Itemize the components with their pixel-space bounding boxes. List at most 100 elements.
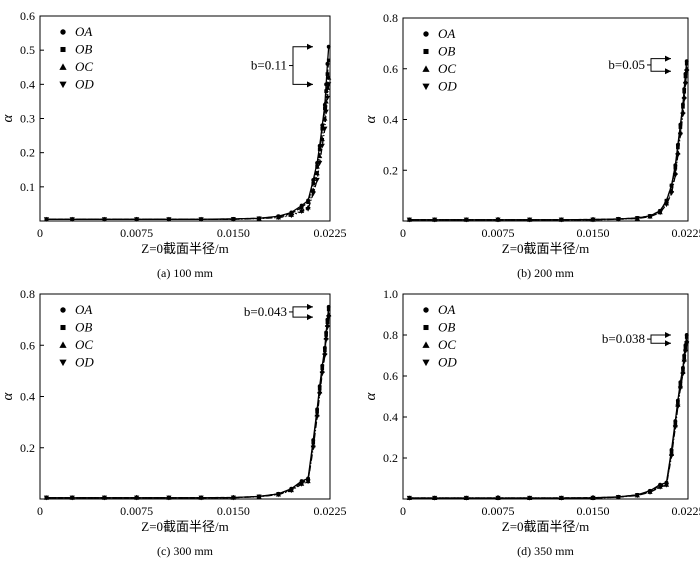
legend-marker-OD xyxy=(59,359,67,367)
data-point-OD xyxy=(558,495,564,501)
data-point-OD xyxy=(681,97,687,102)
data-point-OD xyxy=(463,495,469,501)
annotation-arrowhead xyxy=(665,340,671,347)
series-OD xyxy=(406,69,690,223)
data-point-OC xyxy=(326,74,332,80)
annotation-arrowhead xyxy=(307,303,313,310)
legend-marker-OD xyxy=(422,83,430,91)
y-tick-label: 0.2 xyxy=(383,163,398,177)
data-point-OD xyxy=(256,494,262,500)
data-point-OB xyxy=(684,61,689,66)
legend-label-OA: OA xyxy=(75,24,92,39)
data-point-OB xyxy=(320,126,325,131)
series-line-OD xyxy=(409,343,688,499)
x-tick-label: 0.0075 xyxy=(120,504,153,518)
series-OD xyxy=(406,341,690,501)
data-point-OD xyxy=(677,132,683,138)
annotation-text: b=0.05 xyxy=(608,57,645,72)
data-point-OD xyxy=(527,217,533,223)
data-point-OD xyxy=(256,216,262,222)
data-point-OD xyxy=(324,325,331,330)
annotation-arrowhead xyxy=(665,68,671,75)
y-tick-label: 0.8 xyxy=(20,287,35,301)
legend-marker-OD xyxy=(59,81,67,89)
data-point-OD xyxy=(680,112,686,118)
annotation-b: b=0.11 xyxy=(251,43,313,88)
legend-marker-OB xyxy=(60,324,66,331)
series-line-OB xyxy=(46,60,330,220)
data-point-OB xyxy=(311,181,316,186)
legend-marker-OA xyxy=(423,31,429,37)
legend-label-OC: OC xyxy=(438,337,456,352)
data-point-OD xyxy=(406,495,412,501)
y-tick-label: 0.4 xyxy=(20,390,35,404)
data-point-OB xyxy=(673,165,678,170)
data-point-OD xyxy=(323,109,329,115)
data-point-OD xyxy=(305,479,311,485)
x-tick-label: 0.0225 xyxy=(314,504,347,518)
data-point-OD xyxy=(288,488,294,494)
x-axis-label: Z=0截面半径/m xyxy=(502,519,590,534)
panel-caption: (a) 100 mm xyxy=(157,266,214,280)
legend-marker-OC xyxy=(422,341,430,348)
data-point-OD xyxy=(166,217,172,222)
legend-label-OA: OA xyxy=(438,302,455,317)
annotation-text: b=0.038 xyxy=(602,331,645,346)
legend-label-OB: OB xyxy=(75,320,92,335)
annotation-arrowhead xyxy=(307,314,313,321)
x-tick-label: 0.0150 xyxy=(577,226,610,240)
x-tick-label: 0.0150 xyxy=(217,504,250,518)
legend-marker-OA xyxy=(60,307,66,313)
data-point-OB xyxy=(676,145,680,150)
y-tick-label: 0.8 xyxy=(383,328,398,342)
series-line-OD xyxy=(46,84,330,220)
legend-label-OA: OA xyxy=(438,26,455,41)
data-point-OD xyxy=(657,210,663,216)
data-point-OC xyxy=(310,187,316,193)
y-tick-label: 0.6 xyxy=(20,338,35,352)
y-tick-label: 0.6 xyxy=(20,9,35,23)
data-point-OB xyxy=(323,106,327,111)
data-point-OD xyxy=(69,495,75,501)
legend: OA OB OC OD xyxy=(59,302,94,370)
annotation-arrowhead xyxy=(307,81,313,88)
data-point-OD xyxy=(134,495,140,501)
legend-label-OC: OC xyxy=(438,61,456,76)
legend-label-OA: OA xyxy=(75,302,92,317)
chart-panel-2: 0.2 0.4 0.6 0.8 0 0.0075 0.0150 0.0225 Z=0截面半径/m… xyxy=(363,11,700,280)
y-axis-label: α xyxy=(363,114,379,123)
data-point-OD xyxy=(322,126,328,132)
x-tick-label: 0 xyxy=(37,226,43,240)
data-point-OD xyxy=(684,341,690,346)
data-point-OD xyxy=(319,143,325,149)
legend-marker-OB xyxy=(60,46,66,53)
data-point-OD xyxy=(682,349,689,354)
series-OD xyxy=(43,82,332,222)
annotation-arrowhead xyxy=(307,43,313,50)
legend: OA OB OC OD xyxy=(422,26,457,94)
panel-caption: (d) 350 mm xyxy=(517,544,574,558)
y-tick-label: 0.3 xyxy=(20,112,35,126)
data-point-OD xyxy=(590,495,596,501)
legend-label-OB: OB xyxy=(75,42,92,57)
data-point-OD xyxy=(317,160,323,166)
annotation-arrowhead xyxy=(665,55,671,62)
data-point-OD xyxy=(663,482,670,488)
series-line-OD xyxy=(409,71,688,221)
data-point-OD xyxy=(198,217,204,222)
data-point-OB xyxy=(306,200,310,205)
data-point-OB xyxy=(684,335,689,339)
legend: OA OB OC OD xyxy=(422,302,457,370)
legend-label-OD: OD xyxy=(438,355,457,370)
panel-caption: (b) 200 mm xyxy=(517,266,574,280)
plot-frame xyxy=(402,293,689,500)
y-tick-label: 0.6 xyxy=(383,62,398,76)
annotation-b: b=0.043 xyxy=(244,303,313,321)
data-point-OD xyxy=(615,495,621,500)
data-point-OD xyxy=(314,414,320,420)
y-tick-label: 0.1 xyxy=(20,180,35,194)
data-point-OD xyxy=(677,386,683,391)
data-point-OB xyxy=(681,104,685,109)
data-point-OD xyxy=(657,485,663,490)
data-point-OD xyxy=(324,95,331,101)
